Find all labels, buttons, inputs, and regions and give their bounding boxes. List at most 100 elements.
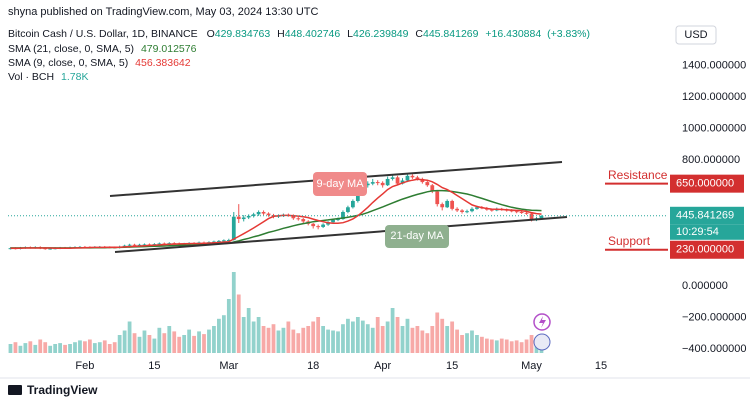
volume-bar [231, 272, 236, 353]
volume-bar [410, 327, 415, 353]
candle-body [410, 175, 415, 178]
volume-bar [192, 335, 196, 353]
y-tick-label: 1200.000000 [682, 91, 746, 103]
volume-bar [122, 330, 127, 353]
x-tick-label: Apr [374, 360, 391, 372]
sma21-legend: SMA (21, close, 0, SMA, 5) 479.012576 [8, 43, 197, 55]
volume-bar [83, 341, 87, 353]
brand-logo [8, 385, 22, 395]
volume-bar [13, 342, 18, 353]
volume-bar [286, 321, 291, 353]
candle-body [236, 216, 241, 220]
candle-body [127, 244, 132, 246]
candle-body [251, 214, 256, 216]
candle-body [246, 215, 251, 218]
volume-bar [102, 340, 107, 353]
volume-bar [440, 318, 445, 353]
volume-bar [256, 317, 261, 353]
y-tick-label: −200.000000 [682, 311, 747, 323]
candle-body [351, 200, 355, 208]
ohlc-value: 429.834763 [215, 28, 271, 40]
volume-bar [519, 342, 524, 353]
volume-bar [221, 315, 226, 353]
legend-name: SMA (9, close, 0, SMA, 5) [8, 57, 128, 69]
candle-body [405, 175, 410, 181]
sma-line [10, 178, 542, 249]
currency-box[interactable] [675, 25, 717, 45]
volume-bar [266, 327, 271, 353]
candle-body [241, 217, 246, 220]
ohlc-label: L [347, 28, 353, 40]
candle-body [375, 182, 380, 184]
volume-bar [241, 317, 246, 353]
ohlc-label: O [207, 28, 215, 40]
volume-bar [157, 327, 162, 353]
candle-body [440, 204, 445, 208]
candle-body [132, 244, 137, 246]
y-tick-label: 800.000000 [682, 154, 740, 166]
volume-bar [97, 342, 102, 353]
volume-bar [395, 317, 400, 353]
candle-body [341, 211, 345, 220]
x-tick-label: 15 [148, 360, 160, 372]
candle-body [8, 248, 13, 250]
volume-bar [217, 318, 221, 353]
y-tick-label: 0.000000 [682, 280, 728, 292]
legend-name: Vol · BCH [8, 71, 54, 83]
volume-bar [405, 318, 410, 353]
volume-bar [172, 331, 177, 353]
candle-body [231, 216, 236, 240]
volume-bar [509, 341, 514, 353]
volume-bar [450, 321, 455, 353]
candle-body [415, 177, 420, 179]
volume-bar [470, 330, 474, 353]
economic-icon[interactable] [533, 333, 551, 351]
countdown-box [670, 224, 744, 240]
volume-bar [92, 343, 97, 353]
volume-bar [117, 335, 122, 353]
volume-bar [445, 326, 450, 353]
volume-bar [107, 344, 112, 353]
candle-body [311, 223, 316, 227]
volume-bar [78, 340, 82, 353]
volume-bar [197, 331, 201, 353]
volume-bar [63, 344, 67, 353]
candle-body [157, 243, 162, 245]
volume-bar [291, 329, 296, 353]
volume-bar [484, 338, 489, 353]
x-tick-label: 15 [595, 360, 607, 372]
volume-legend: Vol · BCH 1.78K [8, 71, 88, 83]
candle-body [470, 208, 474, 212]
candle-body [316, 226, 321, 228]
candle-body [321, 224, 325, 227]
candle-body [445, 200, 450, 208]
currency[interactable]: USD [684, 29, 707, 41]
candle-body [475, 207, 479, 209]
volume-bar [207, 329, 211, 353]
candle-body [365, 183, 370, 186]
volume-bar [112, 342, 117, 353]
volume-bar [435, 312, 440, 353]
volume-bar [246, 308, 251, 353]
volume-bar [187, 329, 192, 353]
ohlc-value: 448.402746 [285, 28, 341, 40]
volume-bar [226, 299, 231, 353]
symbol-line: Bitcoin Cash / U.S. Dollar, 1D, BINANCE … [8, 28, 590, 40]
candle-body [48, 248, 53, 250]
volume-bar [53, 344, 58, 353]
volume-bar [504, 339, 509, 353]
candle-body [256, 211, 261, 215]
candle-body [301, 219, 306, 222]
candle-body [395, 177, 400, 184]
volume-bar [514, 340, 519, 353]
countdown-label: 10:29:54 [676, 226, 719, 238]
candle-body [380, 182, 385, 186]
volume-bar [460, 335, 464, 353]
volume-bar [18, 345, 23, 353]
volume-bar [529, 335, 534, 353]
volume-bar [380, 326, 385, 353]
volume-bar [132, 333, 137, 353]
y-tick-label: 1400.000000 [682, 60, 746, 72]
y-tick-label: 1000.000000 [682, 122, 746, 134]
